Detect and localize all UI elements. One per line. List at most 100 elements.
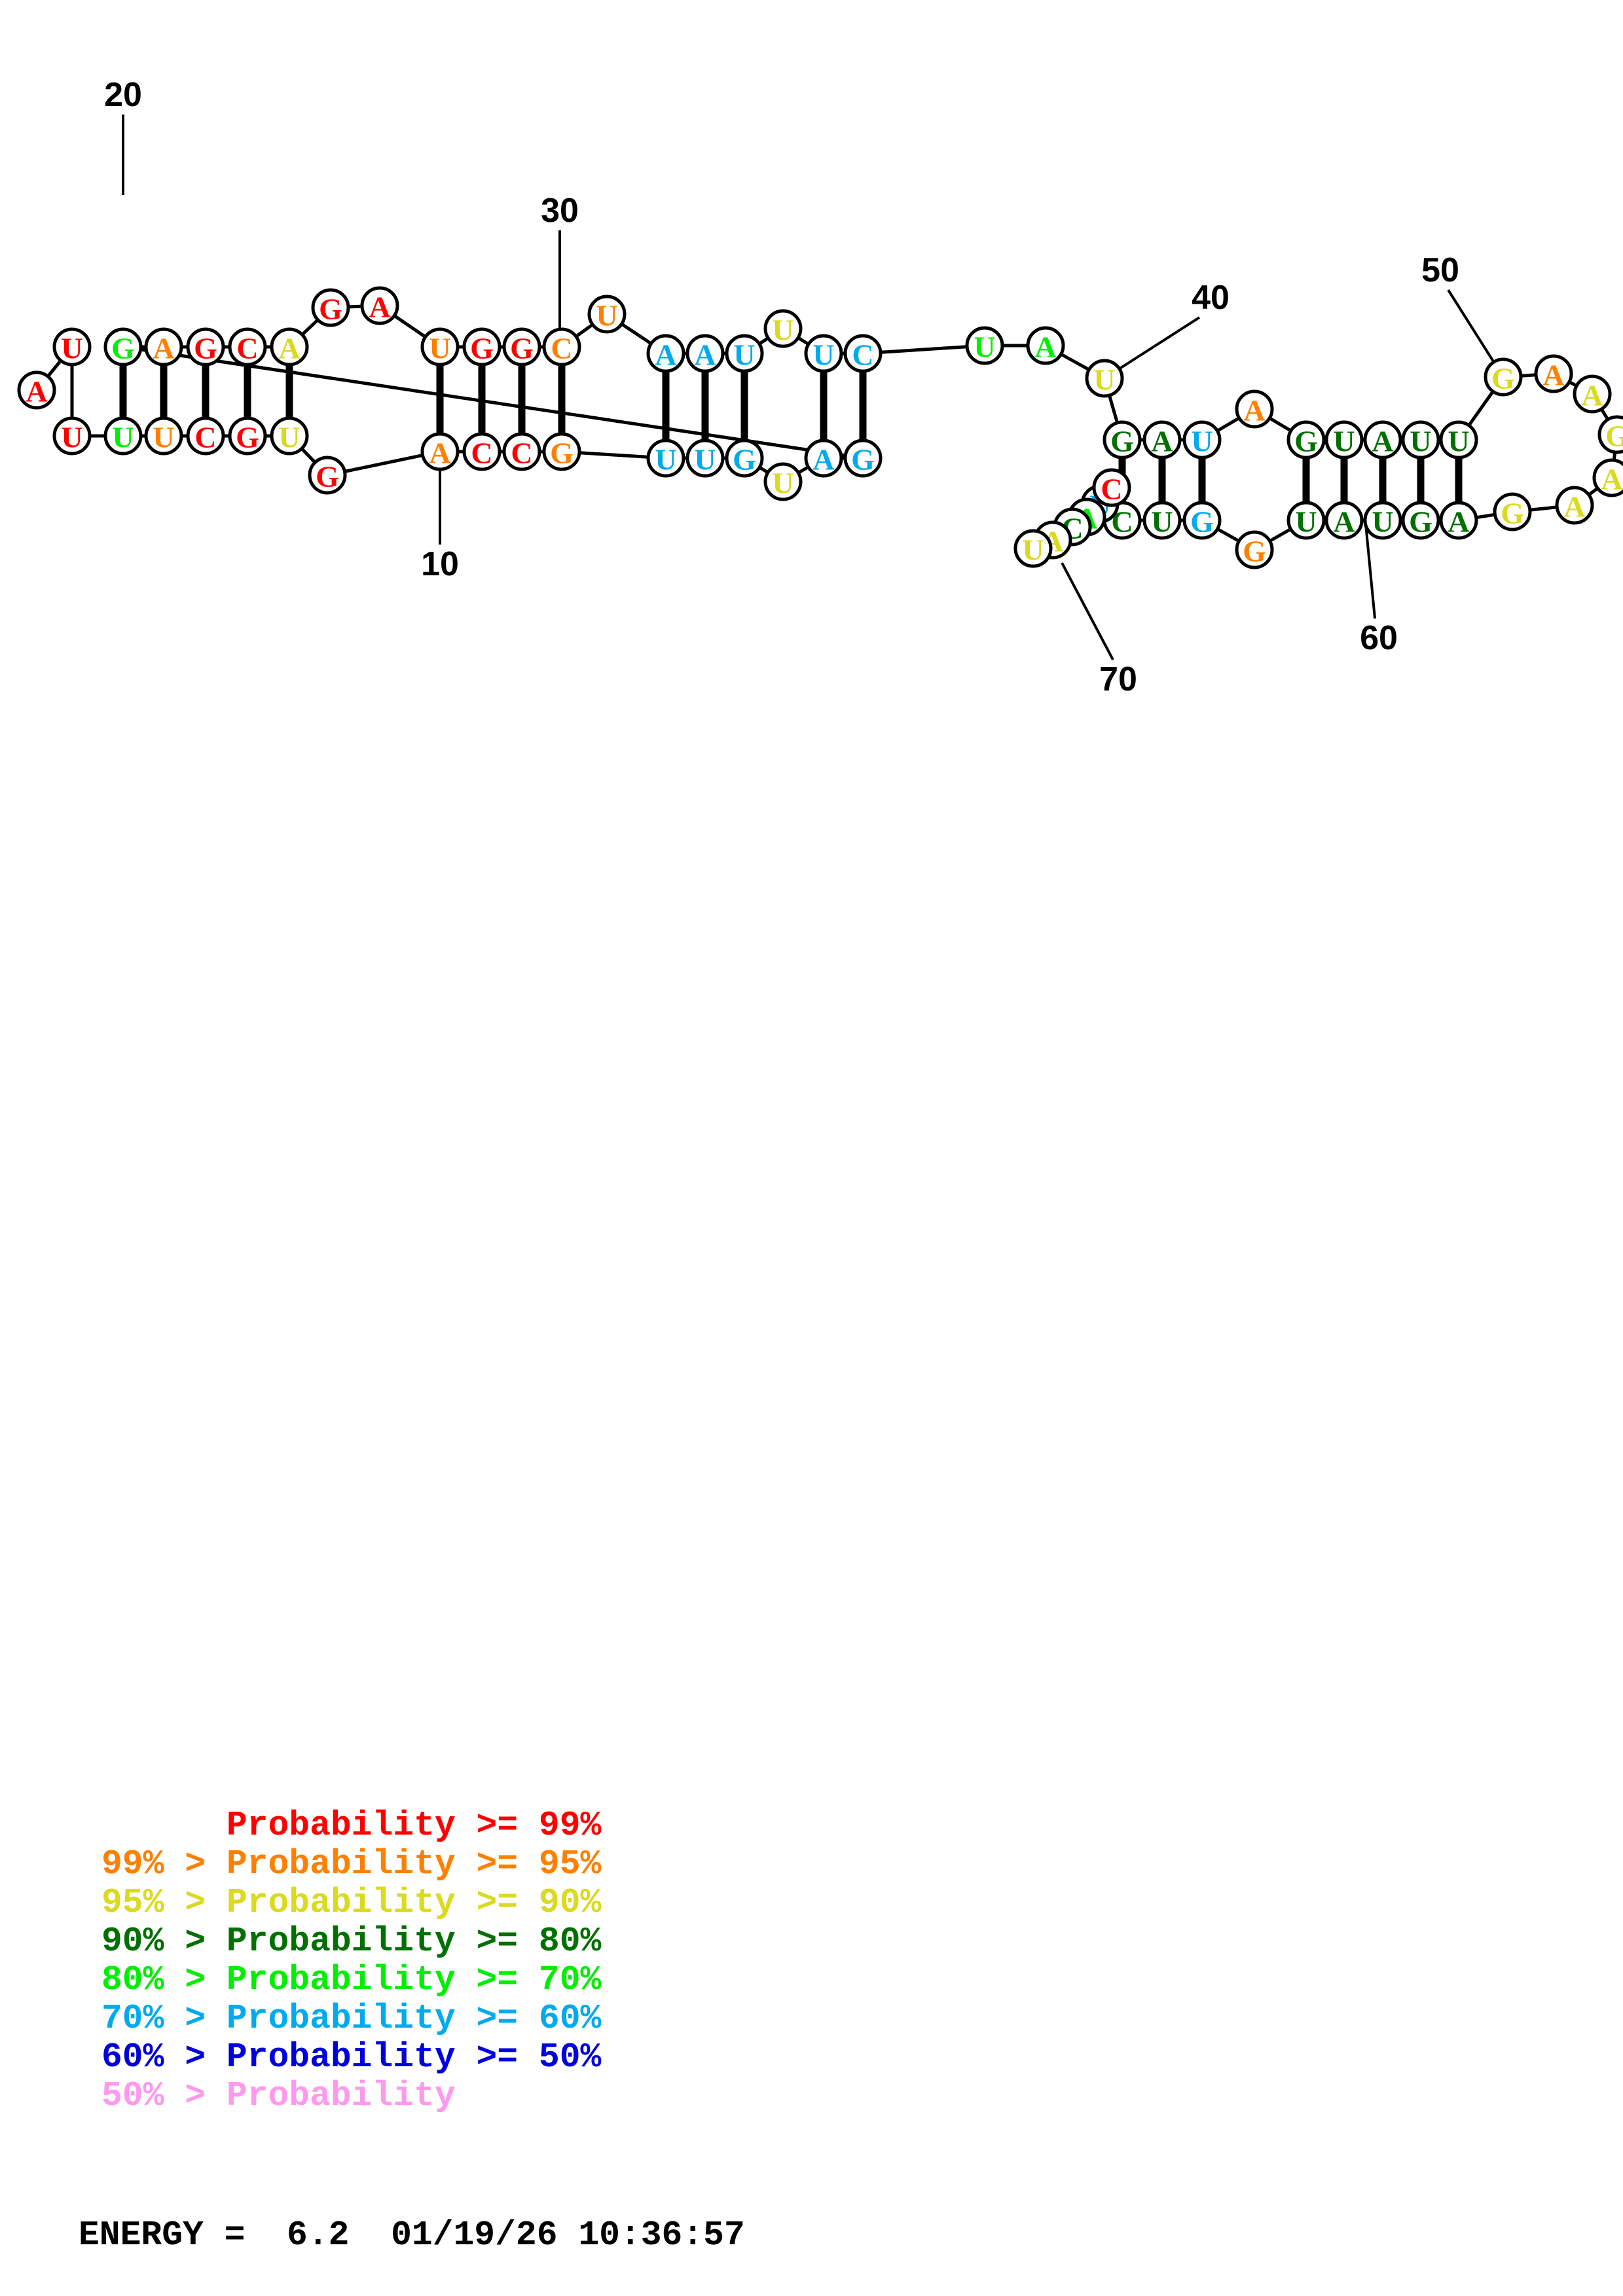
nucleotide-circle[interactable]	[144, 416, 183, 456]
nucleotide-letter: A	[1243, 394, 1265, 427]
nucleotide-circle[interactable]	[1324, 501, 1364, 540]
nucleotide-letter: U	[655, 443, 676, 476]
nucleotide-circle[interactable]	[646, 334, 685, 373]
nucleotide-circle[interactable]	[228, 416, 267, 456]
nucleotide-circle[interactable]	[308, 456, 347, 495]
nucleotide-letter: U	[1022, 533, 1044, 567]
nucleotide-circle[interactable]	[1534, 354, 1573, 393]
nucleotide-circle[interactable]	[1013, 529, 1053, 568]
nucleotide-letter: A	[1333, 505, 1355, 539]
nucleotide-letter: C	[852, 338, 873, 372]
nucleotide-letter: U	[596, 299, 617, 332]
nucleotide-letter: C	[1101, 473, 1122, 506]
legend-row-label: Probability >= 90%	[226, 1883, 602, 1922]
nucleotide-circle[interactable]	[1286, 420, 1326, 459]
nucleotide-circle[interactable]	[965, 326, 1004, 365]
legend-row-4: 80% > Probability >= 70%	[0, 1961, 786, 2000]
nucleotide-circle[interactable]	[1401, 420, 1440, 459]
nucleotide-letter: U	[153, 421, 174, 454]
nucleotide-circle[interactable]	[1286, 501, 1326, 540]
nucleotide-nodes: AUU U U C G UGA C C G U U GUA GG A G C AG AU G G CUA A UUU C U AU…	[17, 286, 1623, 569]
nucleotide-circle[interactable]	[186, 416, 225, 456]
nucleotide-circle[interactable]	[17, 370, 56, 410]
nucleotide-circle[interactable]	[1401, 501, 1440, 540]
nucleotide-letter: U	[974, 331, 995, 364]
nucleotide-circle[interactable]	[360, 286, 399, 325]
nucleotide-circle[interactable]	[1493, 492, 1532, 531]
legend-row-label: Probability	[226, 2076, 456, 2115]
nucleotide-circle[interactable]	[1182, 501, 1222, 540]
nucleotide-circle[interactable]	[1092, 468, 1131, 507]
nucleotide-circle[interactable]	[1103, 420, 1142, 459]
nucleotide-circle[interactable]	[420, 327, 460, 367]
position-number-60: 60	[1360, 619, 1398, 657]
nucleotide-circle[interactable]	[685, 334, 725, 373]
position-number-50: 50	[1421, 251, 1459, 289]
nucleotide-letter: A	[153, 332, 174, 365]
nucleotide-letter: U	[1333, 425, 1355, 458]
nucleotide-circle[interactable]	[270, 416, 309, 456]
nucleotide-circle[interactable]	[542, 432, 581, 471]
nucleotide-circle[interactable]	[502, 327, 541, 367]
nucleotide-circle[interactable]	[1324, 420, 1364, 459]
legend-row-label: Probability >= 95%	[226, 1844, 602, 1884]
nucleotide-circle[interactable]	[103, 327, 143, 367]
nucleotide-circle[interactable]	[1573, 374, 1612, 414]
nucleotide-circle[interactable]	[1026, 326, 1065, 365]
legend-row-prefix: 99% >	[101, 1844, 227, 1884]
nucleotide-circle[interactable]	[1142, 501, 1182, 540]
nucleotide-circle[interactable]	[725, 334, 764, 373]
nucleotide-circle[interactable]	[1555, 486, 1594, 525]
base-pair-bonds	[119, 365, 1463, 503]
energy-and-timestamp: ENERGY = 6.2 01/19/26 10:36:57	[79, 2215, 745, 2255]
nucleotide-letter: G	[851, 443, 875, 476]
nucleotide-circle[interactable]	[462, 327, 501, 367]
nucleotide-circle[interactable]	[144, 327, 183, 367]
nucleotide-circle[interactable]	[542, 327, 581, 367]
nucleotide-circle[interactable]	[311, 288, 350, 327]
legend-row-7: 50% > Probability	[0, 2077, 786, 2115]
nucleotide-letter: U	[772, 314, 793, 347]
nucleotide-circle[interactable]	[763, 309, 803, 348]
nucleotide-circle[interactable]	[587, 295, 627, 334]
nucleotide-circle[interactable]	[420, 432, 460, 471]
nucleotide-circle[interactable]	[804, 439, 843, 478]
nucleotide-circle[interactable]	[1439, 420, 1478, 459]
nucleotide-circle[interactable]	[763, 462, 803, 501]
nucleotide-circle[interactable]	[1439, 501, 1478, 540]
nucleotide-circle[interactable]	[1085, 359, 1124, 398]
nucleotide-circle[interactable]	[1592, 458, 1623, 497]
nucleotide-circle[interactable]	[103, 416, 143, 456]
nucleotide-circle[interactable]	[1363, 420, 1402, 459]
nucleotide-circle[interactable]	[52, 416, 92, 456]
nucleotide-circle[interactable]	[1235, 389, 1274, 429]
legend-row-1: 99% > Probability >= 95%	[0, 1845, 786, 1884]
nucleotide-circle[interactable]	[1142, 420, 1182, 459]
legend-row-label: Probability >= 70%	[226, 1960, 602, 2000]
nucleotide-letter: A	[694, 338, 716, 372]
nucleotide-circle[interactable]	[1363, 501, 1402, 540]
nucleotide-circle[interactable]	[1597, 415, 1623, 454]
nucleotide-circle[interactable]	[843, 334, 883, 373]
nucleotide-letter: U	[112, 421, 134, 454]
nucleotide-circle[interactable]	[52, 327, 92, 367]
nucleotide-circle[interactable]	[725, 439, 764, 478]
nucleotide-circle[interactable]	[228, 327, 267, 367]
nucleotide-circle[interactable]	[646, 439, 685, 478]
nucleotide-circle[interactable]	[270, 327, 309, 367]
nucleotide-letter: U	[429, 332, 450, 365]
nucleotide-letter: A	[369, 291, 390, 324]
nucleotide-circle[interactable]	[1182, 420, 1222, 459]
nucleotide-circle[interactable]	[502, 432, 541, 471]
position-number-20: 20	[104, 76, 142, 114]
nucleotide-letter: G	[1110, 425, 1134, 458]
nucleotide-circle[interactable]	[843, 439, 883, 478]
position-leader-line	[1061, 562, 1114, 660]
nucleotide-circle[interactable]	[186, 327, 225, 367]
nucleotide-circle[interactable]	[685, 439, 725, 478]
nucleotide-letter: A	[1581, 379, 1603, 412]
nucleotide-circle[interactable]	[462, 432, 501, 471]
nucleotide-circle[interactable]	[804, 334, 843, 373]
nucleotide-circle[interactable]	[1235, 530, 1274, 569]
nucleotide-circle[interactable]	[1484, 357, 1523, 397]
